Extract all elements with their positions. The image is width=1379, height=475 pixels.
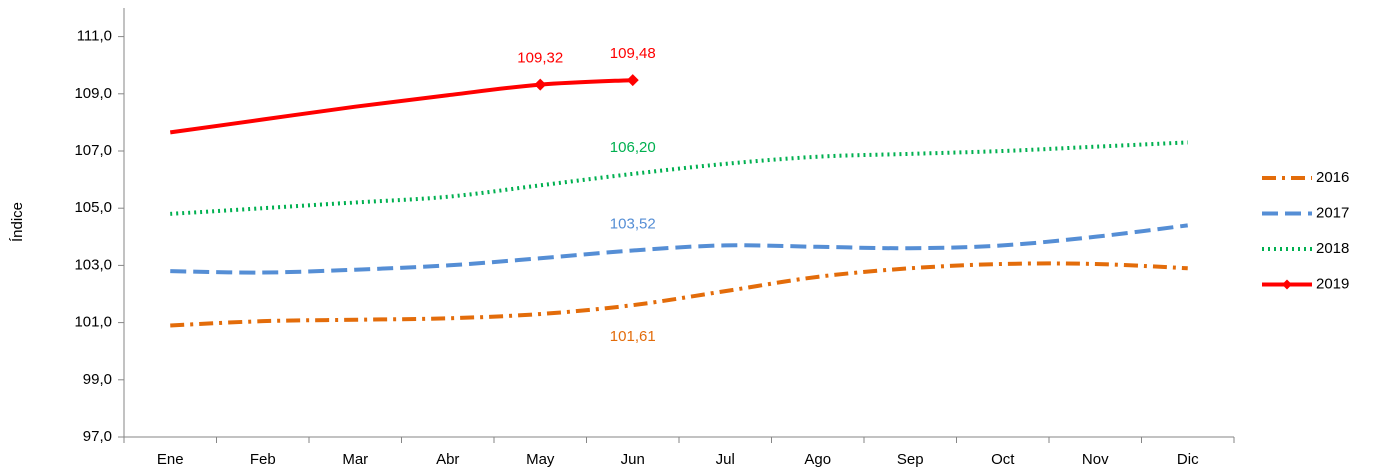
y-tick-label: 103,0: [74, 256, 112, 273]
y-tick-label: 109,0: [74, 85, 112, 102]
x-tick-label: Jun: [621, 451, 645, 468]
x-tick-label: Jul: [716, 451, 735, 468]
x-tick-label: Ene: [157, 451, 184, 468]
legend-label: 2018: [1316, 240, 1349, 257]
x-tick-label: May: [526, 451, 555, 468]
value-label: 101,61: [610, 328, 656, 345]
point-marker: [534, 78, 547, 91]
legend-label: 2016: [1316, 169, 1349, 186]
y-tick-label: 111,0: [77, 28, 112, 45]
y-tick-label: 105,0: [74, 199, 112, 216]
series-line: [170, 223, 1188, 275]
legend-label: 2019: [1316, 275, 1349, 292]
x-tick-label: Dic: [1177, 451, 1199, 468]
x-tick-label: Sep: [897, 451, 924, 468]
series-line: [169, 78, 633, 135]
value-label: 109,48: [610, 45, 656, 62]
x-tick-label: Oct: [991, 451, 1015, 468]
x-tick-label: Feb: [250, 451, 276, 468]
series-line: [170, 261, 1188, 328]
legend-label: 2017: [1316, 204, 1349, 221]
y-tick-label: 107,0: [74, 142, 112, 159]
value-label: 103,52: [610, 215, 656, 232]
series-line: [170, 140, 1188, 216]
value-label: 109,32: [517, 50, 563, 67]
x-tick-label: Abr: [436, 451, 459, 468]
x-tick-label: Ago: [804, 451, 831, 468]
x-tick-label: Nov: [1082, 451, 1109, 468]
point-marker: [626, 74, 639, 87]
y-tick-label: 97,0: [83, 428, 112, 445]
legend-marker: [1282, 279, 1292, 290]
value-label: 106,20: [610, 139, 656, 156]
y-tick-label: 101,0: [74, 314, 112, 331]
x-tick-label: Mar: [342, 451, 368, 468]
y-tick-label: 99,0: [83, 371, 112, 388]
y-axis-title: Índice: [9, 202, 26, 242]
